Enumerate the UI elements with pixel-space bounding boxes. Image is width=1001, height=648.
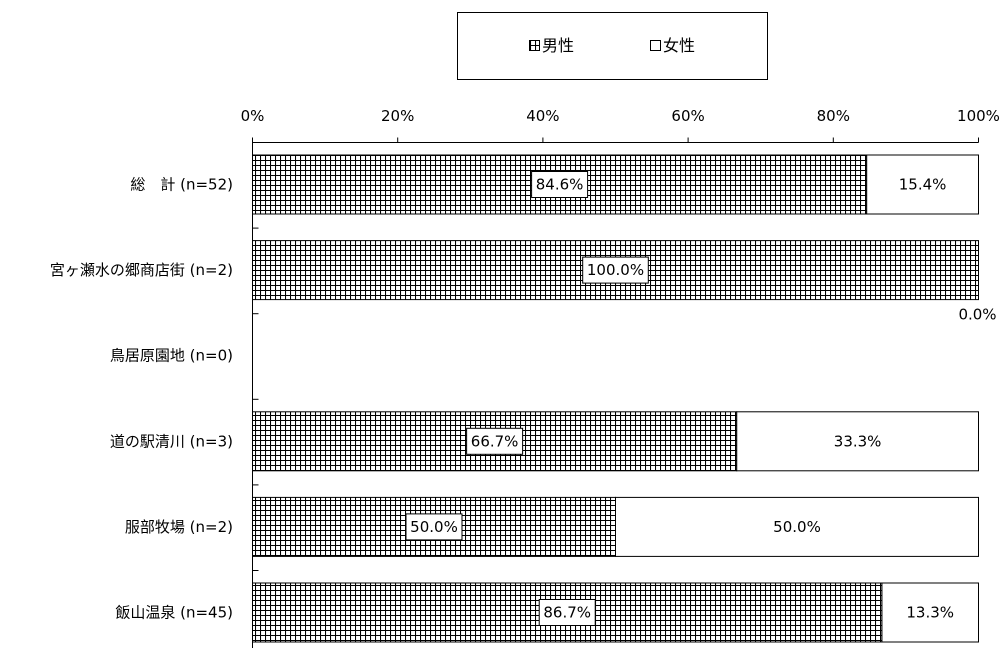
data-label-box-male — [538, 599, 596, 626]
data-label-male: 66.7% — [471, 432, 519, 450]
category-label: 道の駅清川 (n=3) — [110, 432, 233, 450]
data-label-female: 0.0% — [958, 306, 996, 324]
bar-female — [866, 154, 979, 215]
data-label-box-male — [405, 513, 463, 541]
x-tick-label: 40% — [526, 107, 559, 125]
x-tick-label: 20% — [381, 107, 414, 125]
data-label-male: 100.0% — [587, 261, 644, 279]
legend-box — [457, 12, 768, 80]
bars: 84.6% 15.4% 100.0% 0.0% 66.7% 33.3% 50.0% 50.0%… — [252, 154, 997, 643]
data-label-male: 84.6% — [536, 176, 584, 194]
bar-female — [615, 496, 979, 557]
legend-label-male: 男性 — [542, 36, 574, 55]
x-tick-label: 60% — [671, 107, 704, 125]
category-label: 飯山温泉 (n=45) — [115, 604, 233, 622]
data-label-box-male — [582, 256, 649, 284]
legend: 男性 女性 — [457, 12, 768, 80]
category-label: 宮ヶ瀬水の郷商店街 (n=2) — [50, 261, 233, 279]
data-label-male: 86.7% — [543, 604, 591, 622]
category-labels: 総 計 (n=52) 宮ヶ瀬水の郷商店街 (n=2) 鳥居原園地 (n=0) 道の駅清… — [50, 176, 233, 622]
x-tick-label: 100% — [957, 107, 1000, 125]
data-label-box-male — [531, 171, 589, 198]
data-label-female: 13.3% — [906, 604, 954, 622]
category-label: 服部牧場 (n=2) — [125, 518, 233, 536]
data-label-female: 50.0% — [773, 518, 821, 536]
data-label-box-male — [466, 427, 524, 455]
category-label: 鳥居原園地 (n=0) — [110, 347, 233, 365]
category-label: 総 計 (n=52) — [130, 176, 233, 194]
x-axis: 0% 20% 40% 60% 80% 100% — [241, 107, 1000, 648]
data-label-female: 33.3% — [834, 432, 882, 450]
legend-swatch-male — [529, 40, 540, 51]
legend-swatch-female — [650, 40, 661, 51]
x-tick-label: 0% — [241, 107, 265, 125]
x-tick-label: 80% — [817, 107, 850, 125]
legend-label-female: 女性 — [663, 36, 695, 55]
bar-female — [881, 582, 980, 643]
bar-female — [736, 411, 979, 472]
data-label-male: 50.0% — [410, 518, 458, 536]
data-label-female: 15.4% — [899, 176, 947, 194]
